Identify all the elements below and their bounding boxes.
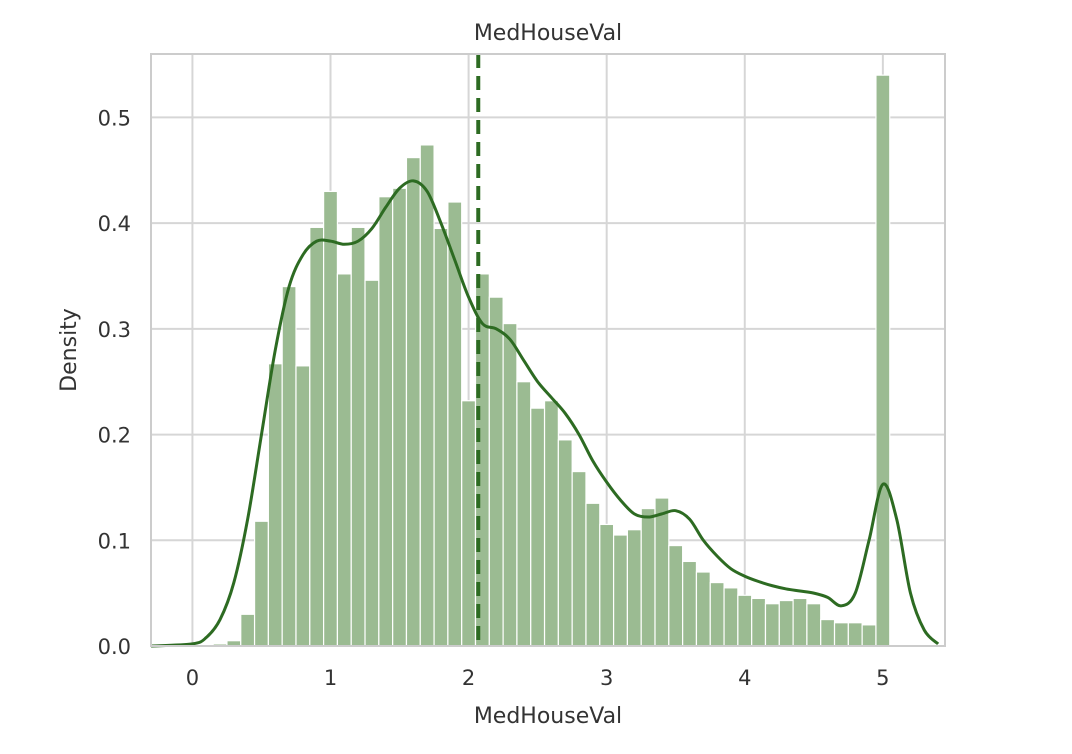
y-tick-label: 0.5 [98, 106, 131, 130]
histogram-bar [778, 599, 794, 647]
histogram-bars [212, 74, 891, 647]
y-tick-label: 0.1 [98, 529, 131, 553]
histogram-bar [682, 560, 698, 647]
histogram-bar [599, 523, 615, 647]
y-tick-labels: 0.0 0.1 0.2 0.3 0.4 0.5 [98, 106, 131, 659]
histogram-bar [253, 520, 269, 647]
histogram-bar [488, 296, 504, 647]
histogram-bar [336, 273, 352, 647]
histogram-bar [543, 400, 559, 647]
x-axis-label: MedHouseVal [474, 704, 622, 729]
histogram-bar [281, 285, 297, 647]
histogram-bar [461, 400, 477, 647]
y-tick-label: 0.3 [98, 318, 131, 342]
x-tick-label: 3 [600, 666, 613, 690]
y-tick-label: 0.4 [98, 212, 131, 236]
histogram-bar [723, 587, 739, 647]
y-tick-label: 0.2 [98, 424, 131, 448]
histogram-bar [267, 363, 283, 647]
histogram-bar [585, 502, 601, 647]
histogram-bar [847, 622, 863, 647]
histogram-bar [350, 226, 366, 647]
histogram-bar [640, 507, 656, 647]
y-tick-label: 0.0 [98, 635, 131, 659]
chart-title: MedHouseVal [474, 21, 622, 46]
histogram-bar [792, 597, 808, 647]
plot-frame [150, 53, 946, 647]
histogram-bar [405, 157, 421, 647]
histogram-bar [709, 581, 725, 647]
histogram-bar [875, 74, 891, 647]
histogram-bar [447, 201, 463, 647]
histogram-bar [557, 439, 573, 647]
x-tick-label: 4 [738, 666, 751, 690]
histogram-bar [419, 144, 435, 647]
histogram-bar [764, 603, 780, 647]
histogram-bar [309, 226, 325, 647]
histogram-bar [737, 594, 753, 647]
x-tick-label: 5 [876, 666, 889, 690]
histogram-bar [806, 603, 822, 647]
histogram-bar [612, 534, 629, 647]
histogram-bar [240, 613, 256, 647]
x-tick-label: 2 [462, 666, 475, 690]
histogram-bar [530, 407, 546, 647]
histogram-bar [668, 544, 684, 647]
histogram-bar [861, 624, 877, 647]
histogram-bar [378, 196, 394, 647]
kde-curve [150, 179, 940, 648]
y-axis-label: Density [57, 308, 82, 392]
histogram-bar [751, 597, 767, 647]
histogram-bar [626, 529, 642, 647]
x-tick-labels: 0 1 2 3 4 5 [186, 666, 890, 690]
histogram-bar [392, 187, 408, 647]
x-tick-label: 1 [324, 666, 337, 690]
histogram-bar [516, 381, 532, 647]
histogram-bar [295, 365, 311, 647]
histogram-bar [323, 190, 339, 647]
histogram-bar [820, 618, 836, 647]
histogram-bar [571, 470, 587, 647]
kde-curve-group [150, 179, 940, 648]
histogram-bar [695, 571, 711, 647]
histogram-bar [364, 279, 380, 647]
histogram-bar [833, 622, 849, 647]
x-tick-label: 0 [186, 666, 199, 690]
histogram-bar [433, 227, 449, 647]
histogram-bar [654, 497, 670, 647]
histogram-bar [502, 322, 518, 647]
